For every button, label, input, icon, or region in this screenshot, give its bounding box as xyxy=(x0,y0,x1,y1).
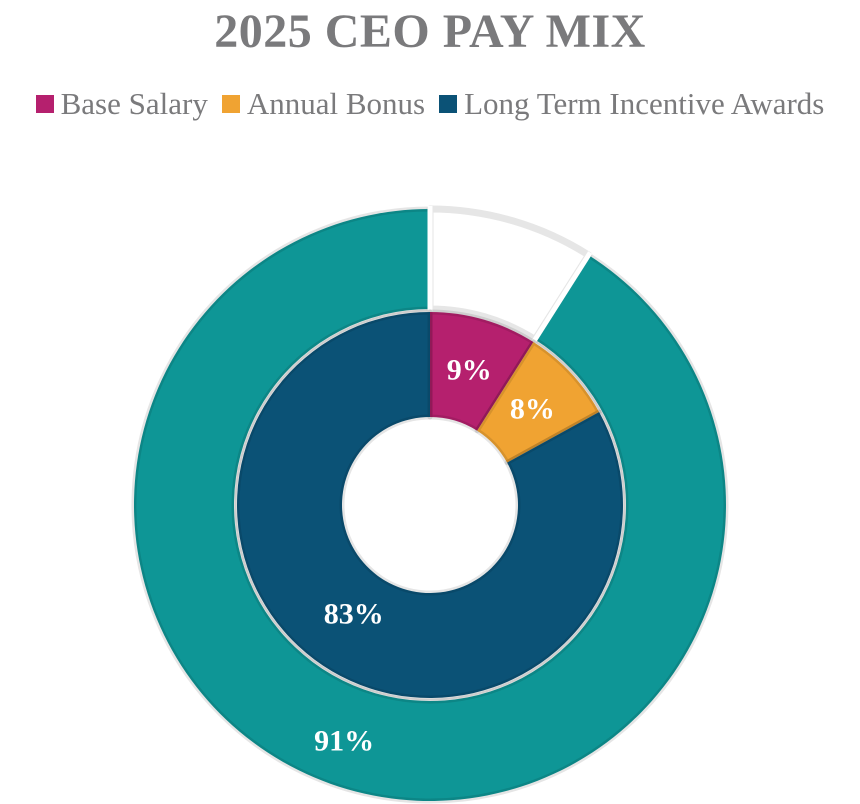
chart-title: 2025 CEO PAY MIX xyxy=(214,5,646,58)
outer-ring xyxy=(131,205,729,804)
inner-ring-slice-2 xyxy=(234,309,626,701)
chart-legend: Base Salary Annual Bonus Long Term Incen… xyxy=(0,86,860,122)
outer-ring-label-1: 91% xyxy=(314,724,374,757)
inner-ring-label-2: 83% xyxy=(324,597,384,630)
legend-swatch-base-salary xyxy=(35,95,54,113)
outer-ring-slice-1 xyxy=(131,206,729,804)
legend-item-base-salary: Base Salary xyxy=(35,86,208,122)
outer-ring-separator-1 xyxy=(531,251,593,344)
legend-swatch-lti-awards xyxy=(439,95,458,113)
legend-swatch-annual-bonus xyxy=(221,95,240,113)
inner-ring xyxy=(234,309,626,701)
data-labels: 91% 9% 8% 83% xyxy=(314,354,555,758)
inner-ring-label-0: 9% xyxy=(447,354,492,387)
legend-label-base-salary: Base Salary xyxy=(60,86,208,121)
legend-label-annual-bonus: Annual Bonus xyxy=(246,86,426,121)
legend-item-annual-bonus: Annual Bonus xyxy=(221,86,426,122)
inner-ring-slice-1 xyxy=(474,339,602,466)
legend-label-lti-awards: Long Term Incentive Awards xyxy=(464,86,825,121)
legend-item-lti-awards: Long Term Incentive Awards xyxy=(439,86,824,122)
inner-ring-label-1: 8% xyxy=(510,392,555,425)
inner-ring-slice-0 xyxy=(427,309,536,434)
